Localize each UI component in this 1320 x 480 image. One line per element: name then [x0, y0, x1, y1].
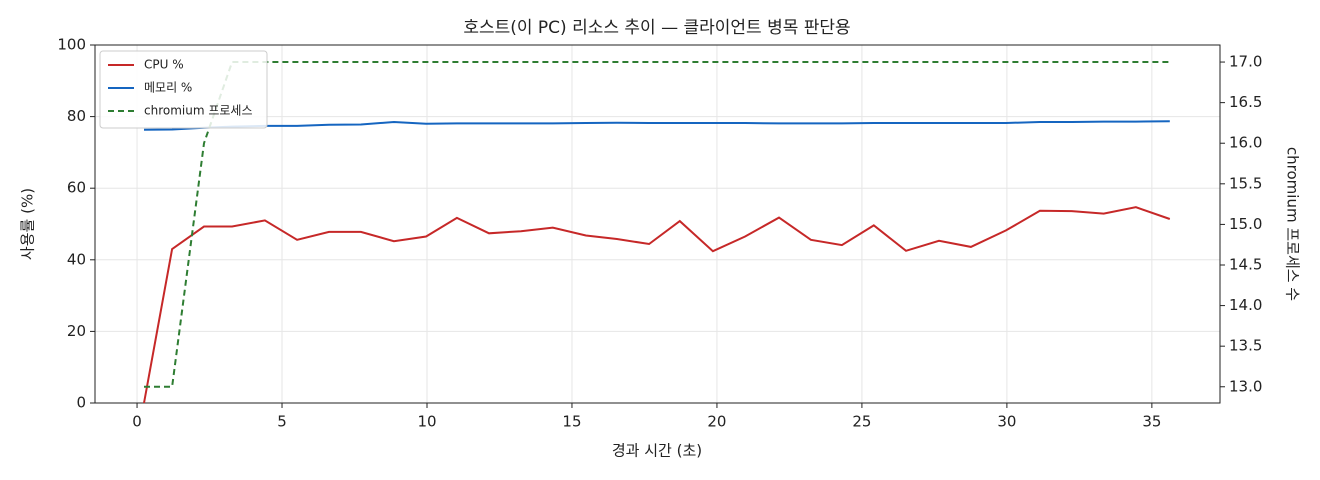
x-tick-label: 30	[997, 413, 1016, 431]
y-tick-label: 40	[67, 250, 86, 268]
y-axis-label: 사용률 (%)	[19, 188, 37, 260]
x-tick-label: 25	[852, 413, 871, 431]
y2-tick-label: 14.0	[1229, 296, 1262, 314]
y-tick-label: 60	[67, 179, 86, 197]
y2-tick-label: 15.5	[1229, 174, 1262, 192]
series-line	[143, 206, 1171, 404]
legend-label: 메모리 %	[144, 81, 192, 95]
x-axis-label: 경과 시간 (초)	[612, 442, 702, 460]
x-tick-label: 15	[562, 413, 581, 431]
chart-title: 호스트(이 PC) 리소스 추이 — 클라이언트 병목 판단용	[463, 18, 850, 38]
y-tick-label: 80	[67, 107, 86, 125]
legend-label: chromium 프로세스	[144, 104, 253, 118]
plot-frame	[94, 44, 1221, 404]
y2-tick-label: 13.5	[1229, 337, 1262, 355]
y2-tick-label: 16.5	[1229, 93, 1262, 111]
x-tick-label: 0	[132, 413, 142, 431]
legend-label: CPU %	[144, 58, 184, 72]
y2-tick-label: 14.5	[1229, 255, 1262, 273]
y-tick-label: 20	[67, 322, 86, 340]
y2-tick-label: 15.0	[1229, 215, 1262, 233]
legend-box	[99, 50, 268, 129]
y2-tick-label: 16.0	[1229, 134, 1262, 152]
x-tick-label: 10	[417, 413, 436, 431]
x-tick-label: 20	[707, 413, 726, 431]
series-line	[143, 120, 1170, 131]
y-tick-label: 0	[76, 394, 86, 412]
y-tick-label: 100	[57, 36, 86, 54]
y2-tick-label: 13.0	[1229, 377, 1262, 395]
x-tick-label: 35	[1142, 413, 1161, 431]
y2-tick-label: 17.0	[1229, 53, 1262, 71]
y2-axis-label: chromium 프로세스 수	[1284, 147, 1302, 301]
x-tick-label: 5	[277, 413, 287, 431]
series-line	[144, 61, 1170, 388]
